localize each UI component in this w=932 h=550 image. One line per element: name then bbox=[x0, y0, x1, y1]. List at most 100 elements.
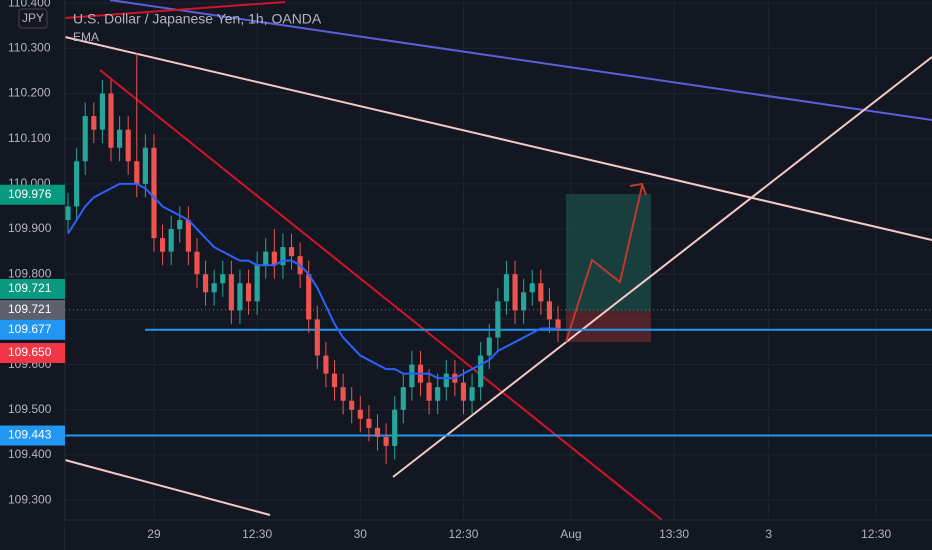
price-tag bbox=[0, 342, 65, 363]
candle-body bbox=[159, 238, 166, 252]
price-tag-label: 109.443 bbox=[8, 428, 52, 442]
symbol-box bbox=[18, 8, 48, 29]
candle-body bbox=[383, 436, 389, 446]
candle-body bbox=[245, 283, 252, 302]
candle-body bbox=[323, 355, 329, 374]
candle-body bbox=[340, 387, 346, 401]
target-zone bbox=[566, 194, 651, 311]
candle-body bbox=[91, 116, 97, 130]
time-axis bbox=[65, 520, 932, 550]
symbol: JPY bbox=[22, 11, 44, 25]
candle-body bbox=[374, 427, 381, 437]
projection-arrow bbox=[565, 185, 643, 343]
candle-body bbox=[469, 387, 475, 401]
candle-body bbox=[529, 283, 535, 293]
candle-body bbox=[177, 220, 183, 230]
trend-line bbox=[392, 56, 932, 478]
candle-body bbox=[478, 355, 484, 388]
candle-body bbox=[211, 283, 217, 293]
candle-body bbox=[65, 206, 71, 221]
candle-body bbox=[306, 274, 312, 320]
price-tag-label: 109.721 bbox=[8, 302, 52, 316]
stop-zone bbox=[566, 311, 651, 342]
candle-body bbox=[151, 147, 157, 239]
candle-body bbox=[117, 129, 123, 148]
price-tag bbox=[0, 184, 65, 205]
candle-body bbox=[443, 373, 449, 388]
x-tick-label: Aug bbox=[560, 527, 581, 541]
chart-title: U.S. Dollar / Japanese Yen, 1h, OANDA bbox=[73, 11, 322, 27]
candle-body bbox=[288, 247, 295, 257]
candle-body bbox=[194, 251, 200, 275]
candle-body bbox=[486, 337, 492, 356]
drawings bbox=[64, 0, 932, 521]
candle-body bbox=[314, 319, 320, 356]
candle-body bbox=[108, 93, 114, 148]
y-tick-label: 109.400 bbox=[8, 447, 52, 461]
candle-body bbox=[400, 387, 406, 410]
x-tick-label: 13:30 bbox=[659, 527, 689, 541]
candles bbox=[65, 52, 561, 464]
candle-body bbox=[392, 409, 398, 446]
candle-body bbox=[168, 229, 174, 252]
y-tick-label: 110.300 bbox=[8, 41, 51, 55]
candle-body bbox=[460, 382, 467, 401]
price-axis bbox=[0, 0, 65, 550]
candle-body bbox=[185, 220, 191, 252]
candle-body bbox=[99, 93, 105, 130]
axes: 109.300109.400109.500109.600109.700109.8… bbox=[0, 0, 891, 541]
trend-line bbox=[64, 36, 932, 241]
y-tick-label: 110.400 bbox=[8, 0, 51, 9]
candle-body bbox=[254, 265, 260, 302]
x-tick-label: 29 bbox=[147, 527, 161, 541]
indicator-label: EMA bbox=[73, 30, 99, 44]
candle-body bbox=[366, 418, 372, 428]
y-tick-label: 109.500 bbox=[8, 402, 52, 416]
candle-body bbox=[495, 301, 501, 338]
candle-body bbox=[263, 251, 269, 266]
candle-body bbox=[271, 251, 277, 266]
candle-body bbox=[503, 274, 510, 302]
trend-line bbox=[109, 0, 932, 121]
y-tick-label: 109.800 bbox=[8, 266, 52, 280]
candle-body bbox=[555, 319, 561, 329]
y-tick-label: 109.900 bbox=[8, 221, 52, 235]
candle-body bbox=[220, 274, 226, 284]
candle-body bbox=[74, 161, 80, 207]
candle-body bbox=[228, 274, 234, 311]
price-tag bbox=[0, 278, 65, 299]
trend-line bbox=[64, 1, 286, 19]
y-tick-label: 110.100 bbox=[8, 131, 51, 145]
x-tick-label: 30 bbox=[354, 527, 368, 541]
candle-body bbox=[357, 409, 363, 419]
candle-body bbox=[331, 373, 338, 388]
x-tick-label: 12:30 bbox=[448, 527, 478, 541]
candle-body bbox=[134, 161, 140, 184]
candle-body bbox=[82, 116, 88, 162]
arrow-head bbox=[629, 182, 647, 196]
y-tick-label: 110.200 bbox=[8, 86, 51, 100]
y-tick-label: 109.300 bbox=[8, 492, 52, 506]
x-tick-label: 12:30 bbox=[242, 527, 272, 541]
candle-body bbox=[349, 400, 355, 410]
trend-line bbox=[99, 69, 663, 521]
ema-line bbox=[67, 182, 559, 380]
candle-body bbox=[426, 382, 432, 401]
candle-body bbox=[546, 301, 553, 320]
price-tag-label: 109.976 bbox=[8, 187, 52, 201]
price-tag-label: 109.721 bbox=[8, 281, 52, 295]
price-tag bbox=[0, 425, 65, 446]
candle-body bbox=[435, 387, 441, 401]
price-tag bbox=[0, 299, 65, 320]
candle-body bbox=[142, 147, 148, 184]
candle-body bbox=[237, 283, 243, 311]
price-tag-label: 109.677 bbox=[8, 322, 52, 336]
candle-body bbox=[202, 274, 209, 293]
trend-line bbox=[64, 459, 271, 516]
candle-body bbox=[280, 247, 286, 266]
candle-body bbox=[125, 129, 131, 162]
price-tag bbox=[0, 319, 65, 340]
